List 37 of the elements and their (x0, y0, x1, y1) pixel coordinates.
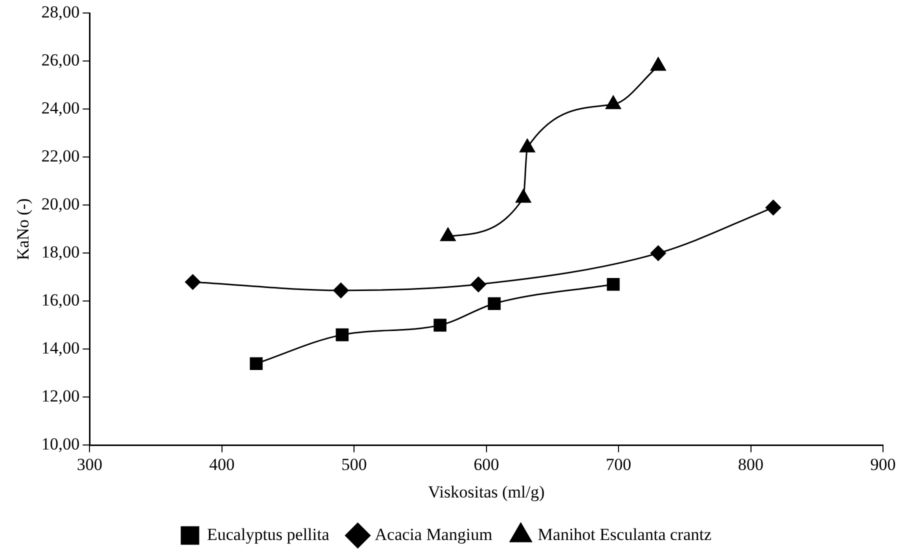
point (336, 328, 349, 342)
legend-label: Eucalyptus pellita (206, 524, 330, 544)
point (650, 245, 666, 261)
point (650, 57, 666, 71)
y-tick-label: 18,00 (41, 242, 80, 262)
point (434, 318, 446, 332)
legend-label: Acacia Mangium (374, 524, 492, 544)
y-tick-label: 22,00 (41, 146, 80, 166)
y-axis-title: KaNo (-) (14, 198, 33, 260)
point (250, 357, 263, 370)
point (606, 278, 620, 291)
point (333, 282, 349, 298)
x-tick-label: 400 (209, 454, 235, 474)
legend-label: Manihot Esculanta crantz (538, 524, 712, 544)
point (766, 200, 782, 216)
y-tick-label: 24,00 (41, 98, 80, 118)
y-tick-label: 28,00 (41, 2, 80, 22)
point (516, 189, 532, 203)
x-axis-title: Viskositas (ml/g) (428, 482, 545, 502)
x-tick-label: 600 (474, 454, 500, 474)
x-tick-label: 800 (738, 454, 764, 474)
point (520, 138, 535, 152)
point (185, 274, 201, 290)
y-tick-label: 12,00 (41, 386, 80, 406)
x-tick-label: 700 (606, 454, 632, 474)
y-tick-label: 16,00 (41, 290, 80, 310)
point (470, 276, 486, 292)
x-tick-label: 500 (341, 454, 367, 474)
point (488, 297, 501, 310)
y-tick-label: 10,00 (41, 434, 80, 454)
point (606, 96, 621, 110)
y-tick-label: 20,00 (41, 194, 80, 214)
x-tick-label: 900 (870, 454, 896, 474)
point (440, 228, 456, 242)
x-tick-label: 300 (76, 454, 102, 474)
y-tick-label: 14,00 (41, 338, 80, 358)
y-tick-label: 26,00 (41, 50, 80, 70)
